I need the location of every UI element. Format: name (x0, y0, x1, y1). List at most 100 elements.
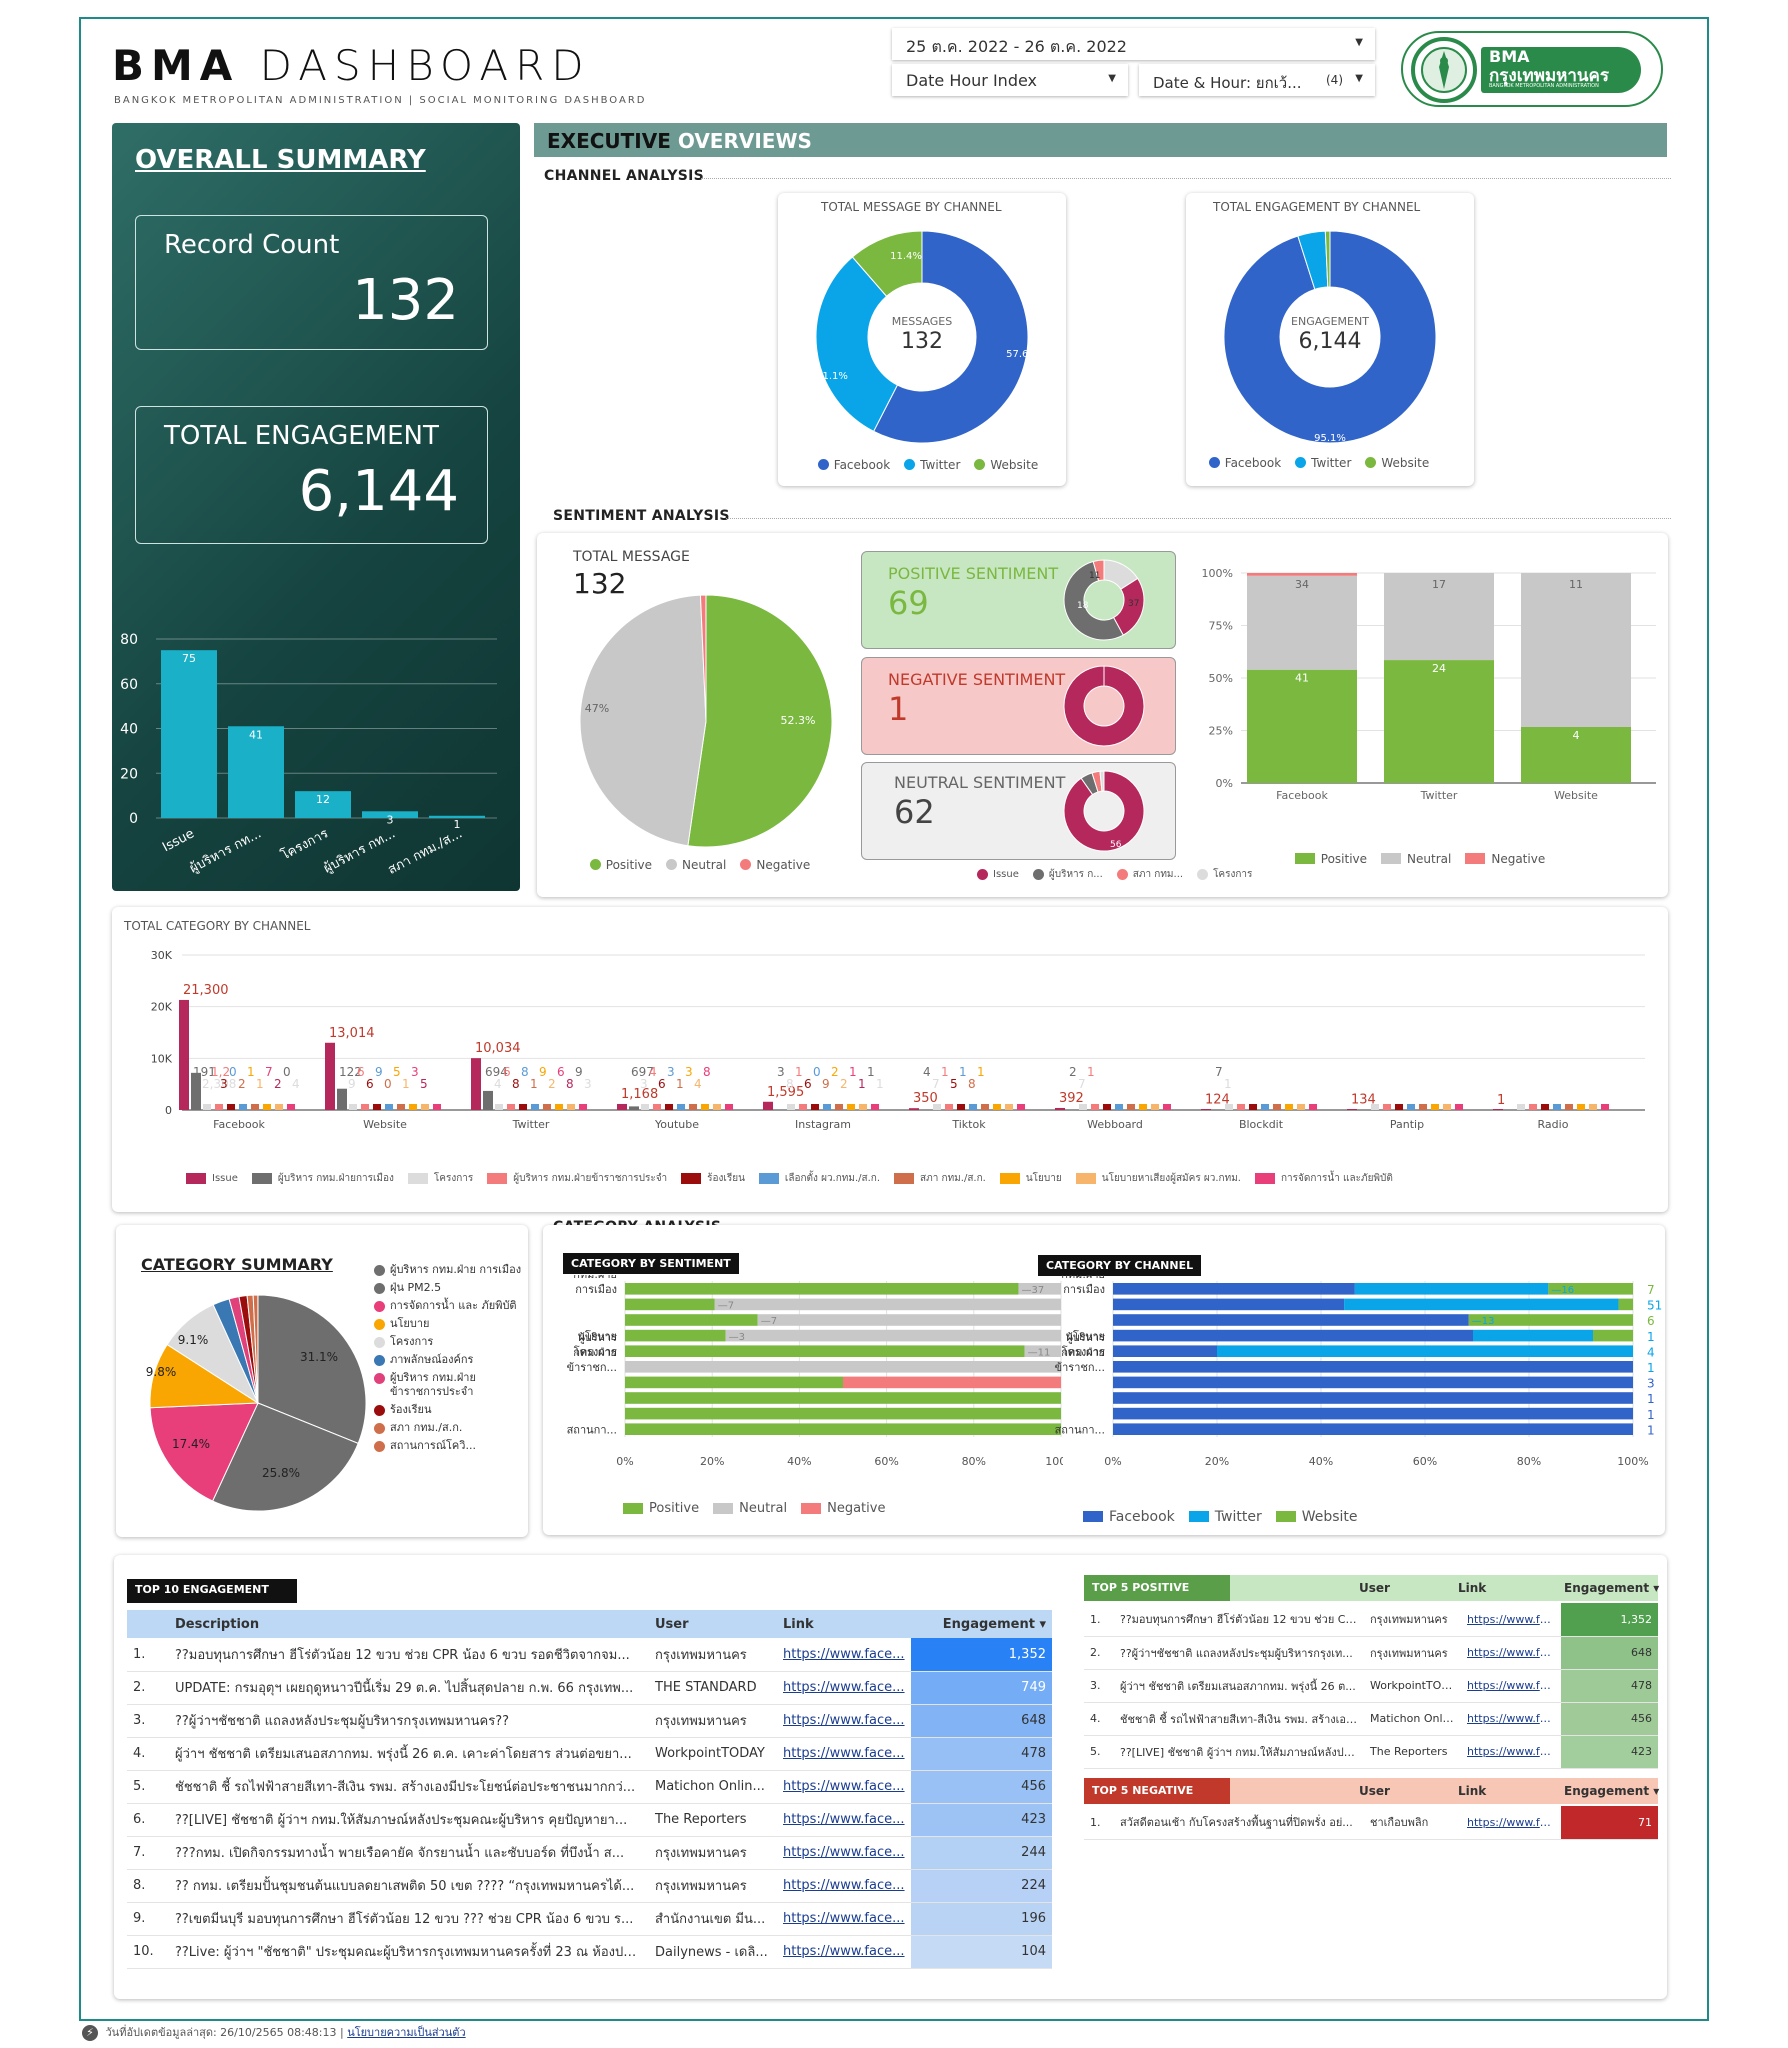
legend-item[interactable]: Facebook (817, 458, 890, 472)
top5pos-row[interactable]: 5. ??[LIVE] ชัชชาติ ผู้ว่าฯ กทม.ให้สัมภาษ… (1084, 1735, 1658, 1769)
top5pos-col-engagement[interactable]: Engagement ▾ (1564, 1581, 1660, 1595)
top5pos-link[interactable]: https://www.face... (1461, 1603, 1561, 1637)
legend-item[interactable]: ผู้บริหาร กทม.ฝ่ายการเมือง (251, 1171, 394, 1186)
top10-row[interactable]: 7. ???กทม. เปิดกิจกรรมทางน้ำ พายเรือคายัค… (127, 1836, 1052, 1870)
top5pos-row[interactable]: 3. ผู้ว่าฯ ชัชชาติ เตรียมเสนอสภากทม. พรุ่… (1084, 1669, 1658, 1703)
legend-item[interactable]: Website (974, 458, 1038, 472)
legend-item[interactable]: การจัดการน้ำ และ ภัยพิบัติ (374, 1299, 524, 1313)
top5pos-row[interactable]: 1. ??มอบทุนการศึกษา ฮีโร่ตัวน้อย 12 ขวบ ช… (1084, 1603, 1658, 1637)
legend-item[interactable]: Neutral (666, 858, 726, 872)
top10-row[interactable]: 2. UPDATE: กรมอุตุฯ เผยฤดูหนาวปีนี้เริ่ม … (127, 1671, 1052, 1705)
legend-item[interactable]: Positive (623, 1501, 699, 1516)
legend-item[interactable]: ผู้บริหาร กทม.ฝ่ายข้าราชการประจำ (487, 1171, 667, 1186)
data-label: 21,300 (183, 983, 229, 998)
legend-item[interactable]: Negative (1465, 852, 1545, 866)
top10-engagement: 423 (911, 1803, 1052, 1837)
legend-item[interactable]: ผู้บริหาร ก... (1032, 867, 1103, 882)
top10-row[interactable]: 1. ??มอบทุนการศึกษา ฮีโร่ตัวน้อย 12 ขวบ ช… (127, 1638, 1052, 1672)
top5pos-link[interactable]: https://www.face... (1461, 1735, 1561, 1769)
legend-item[interactable]: สภา กทม./ส.ก. (894, 1171, 986, 1186)
hbar-segment (625, 1329, 726, 1342)
legend-item[interactable]: สภา กทม./ส.ก. (374, 1421, 524, 1435)
legend-item[interactable]: นโยบายหาเสียงผู้สมัคร ผว.กทม. (1075, 1171, 1241, 1186)
date-range-picker[interactable]: 25 ต.ค. 2022 - 26 ต.ค. 2022 ▼ (892, 28, 1375, 60)
legend-item[interactable]: ผู้บริหาร กทม.ฝ่าย ข้าราชการประจำ (374, 1371, 524, 1399)
top10-link[interactable]: https://www.face... (777, 1869, 911, 1903)
top10-row[interactable]: 10. ??Live: ผู้ว่าฯ "ชัชชาติ" ประชุมคณะผู… (127, 1935, 1052, 1969)
legend-item[interactable]: Facebook (1083, 1509, 1175, 1525)
footer-privacy-link[interactable]: นโยบายความเป็นส่วนตัว (347, 2026, 466, 2039)
top5pos-link[interactable]: https://www.face... (1461, 1636, 1561, 1670)
legend-item[interactable]: ฝุ่น PM2.5 (374, 1281, 524, 1295)
legend-item[interactable]: เลือกตั้ง ผว.กทม./ส.ก. (758, 1171, 880, 1186)
x-tick-label: สภา กทม./ส... (386, 826, 465, 878)
top10-link[interactable]: https://www.face... (777, 1638, 911, 1672)
legend-item[interactable]: Negative (740, 858, 810, 872)
hbar-segment (725, 1329, 1061, 1342)
top10-row[interactable]: 9. ??เขตมีนบุรี มอบทุนการศึกษา ฮีโร่ตัวน้… (127, 1902, 1052, 1936)
top10-col-link[interactable]: Link (783, 1616, 814, 1632)
top10-link[interactable]: https://www.face... (777, 1902, 911, 1936)
legend-item[interactable]: Website (1365, 456, 1429, 470)
top10-row[interactable]: 8.?? กทม. เตรียมปั้นชุมชนต้นแบบลดยาเสพติ… (127, 1869, 1052, 1903)
legend-item[interactable]: Website (1275, 1509, 1358, 1525)
date-hour-filter-dropdown[interactable]: Date & Hour: ยกเว้... (4) ▼ (1139, 64, 1375, 96)
top10-link[interactable]: https://www.face... (777, 1836, 911, 1870)
top10-col-user[interactable]: User (655, 1616, 689, 1632)
legend-item[interactable]: โครงการ (374, 1335, 524, 1349)
legend-item[interactable]: Twitter (1295, 456, 1351, 470)
legend-item[interactable]: ร้องเรียน (374, 1403, 524, 1417)
legend-item[interactable]: Twitter (904, 458, 960, 472)
legend-item[interactable]: Issue (977, 869, 1019, 880)
top5pos-link[interactable]: https://www.face... (1461, 1702, 1561, 1736)
top5neg-link[interactable]: https://www.face... (1461, 1806, 1561, 1840)
top5pos-link[interactable]: https://www.face... (1461, 1669, 1561, 1703)
top10-link[interactable]: https://www.face... (777, 1704, 911, 1738)
top10-row[interactable]: 5. ชัชชาติ ชี้ รถไฟฟ้าสายสีเทา-สีเงิน รพม… (127, 1770, 1052, 1804)
legend-item[interactable]: Neutral (1381, 852, 1451, 866)
legend-item[interactable]: นโยบาย (999, 1171, 1062, 1186)
legend-item[interactable]: Positive (589, 858, 652, 872)
top5neg-col-user[interactable]: User (1359, 1784, 1390, 1798)
top5pos-col-link[interactable]: Link (1458, 1581, 1487, 1595)
legend-item[interactable]: ภาพลักษณ์องค์กร (374, 1353, 524, 1367)
top10-col-description[interactable]: Description (175, 1616, 260, 1632)
top10-col-engagement[interactable]: Engagement ▾ (942, 1616, 1046, 1632)
legend-item[interactable]: นโยบาย (374, 1317, 524, 1331)
legend-item[interactable]: Twitter (1188, 1509, 1262, 1525)
legend-item[interactable]: โครงการ (407, 1171, 473, 1186)
legend-item[interactable]: Positive (1294, 852, 1367, 866)
msg-center-value: 132 (901, 329, 943, 354)
cat-slice-9 (252, 1294, 259, 1404)
top10-link[interactable]: https://www.face... (777, 1770, 911, 1804)
top5neg-col-engagement[interactable]: Engagement ▾ (1564, 1784, 1660, 1798)
top5pos-row[interactable]: 4. ชัชชาติ ชี้ รถไฟฟ้าสายสีเทา-สีเงิน รพม… (1084, 1702, 1658, 1736)
legend-item[interactable]: Negative (801, 1501, 885, 1516)
data-label: 3 (685, 1065, 693, 1079)
legend-item[interactable]: โครงการ (1197, 867, 1252, 882)
data-label: 1 (867, 1065, 875, 1079)
top10-link[interactable]: https://www.face... (777, 1935, 911, 1969)
top10-row[interactable]: 4. ผู้ว่าฯ ชัชชาติ เตรียมเสนอสภากทม. พรุ่… (127, 1737, 1052, 1771)
legend-item[interactable]: สถานการณ์โควิ... (374, 1439, 524, 1453)
cat-slice-0 (257, 1294, 367, 1445)
date-hour-index-dropdown[interactable]: Date Hour Index ▼ (892, 64, 1128, 96)
top10-row[interactable]: 6. ??[LIVE] ชัชชาติ ผู้ว่าฯ กทม.ให้สัมภาษ… (127, 1803, 1052, 1837)
top5pos-row[interactable]: 2. ??ผู้ว่าฯชัชชาติ แถลงหลังประชุมผู้บริห… (1084, 1636, 1658, 1670)
legend-item[interactable]: Issue (186, 1173, 238, 1184)
top5neg-row[interactable]: 1. สวัสดีตอนเช้า กับโครงสร้างพื้นฐานที่ปิ… (1084, 1806, 1658, 1840)
top5pos-col-user[interactable]: User (1359, 1581, 1390, 1595)
top10-link[interactable]: https://www.face... (777, 1803, 911, 1837)
legend-item[interactable]: Neutral (713, 1501, 787, 1516)
legend-item[interactable]: ผู้บริหาร กทม.ฝ่าย การเมือง (374, 1263, 524, 1277)
top5neg-col-link[interactable]: Link (1458, 1784, 1487, 1798)
legend-item[interactable]: ร้องเรียน (681, 1171, 745, 1186)
category-bar (1565, 1104, 1573, 1110)
hbar-segment (1593, 1329, 1633, 1342)
legend-item[interactable]: Facebook (1208, 456, 1281, 470)
legend-item[interactable]: การจัดการน้ำ และภัยพิบัติ (1254, 1171, 1393, 1186)
top10-link[interactable]: https://www.face... (777, 1671, 911, 1705)
top10-row[interactable]: 3. ??ผู้ว่าฯชัชชาติ แถลงหลังประชุมผู้บริห… (127, 1704, 1052, 1738)
legend-item[interactable]: สภา กทม... (1116, 867, 1183, 882)
top10-link[interactable]: https://www.face... (777, 1737, 911, 1771)
